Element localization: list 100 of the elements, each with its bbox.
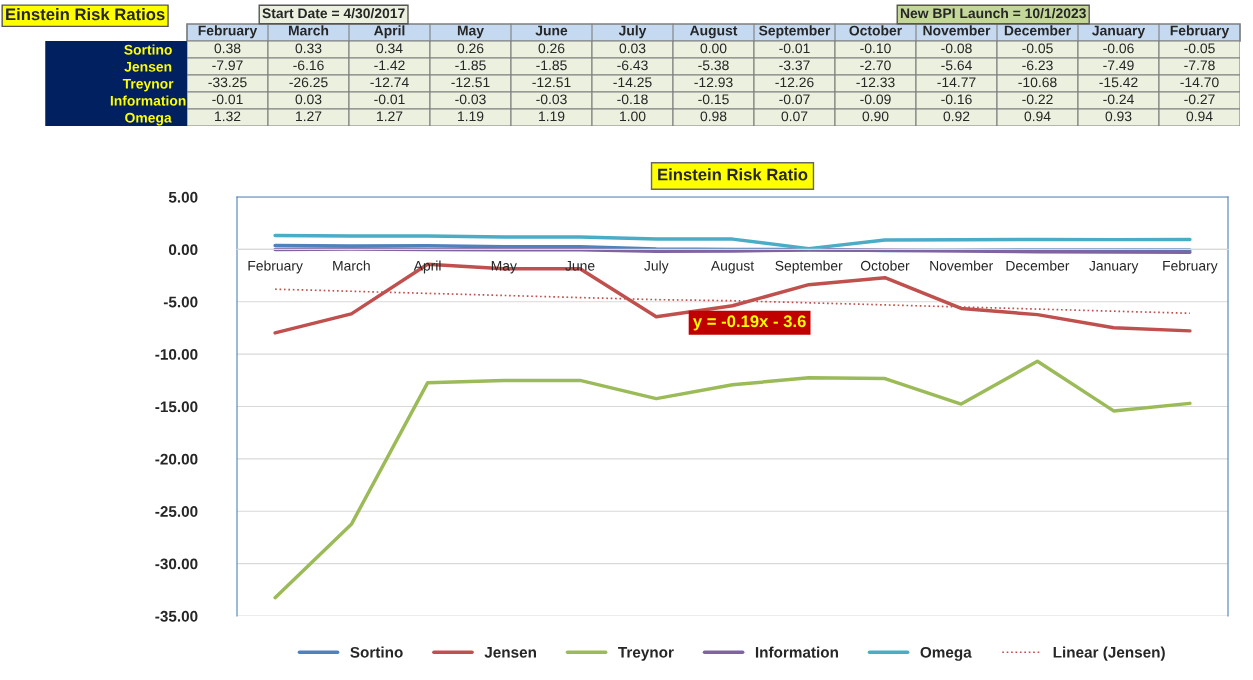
x-tick-label: October [849, 25, 902, 36]
data-label: -0.01 [374, 94, 405, 105]
x-tick-label: August [689, 25, 738, 39]
legend-label: Jensen [484, 647, 536, 658]
data-label: -12.33 [856, 77, 895, 88]
data-label: 0.93 [1105, 111, 1132, 122]
x-tick-label: November [923, 25, 991, 36]
data-label: -3.37 [779, 60, 810, 71]
data-label: -6.43 [617, 60, 648, 71]
data-label: 1.32 [215, 111, 241, 122]
y-tick-label: -30.00 [155, 558, 198, 570]
x-tick-label: August [710, 261, 755, 274]
data-label: -12.51 [451, 77, 490, 88]
x-tick-label: June [535, 25, 568, 36]
y-tick-label: -10.00 [155, 348, 198, 360]
data-label: -0.18 [617, 94, 648, 105]
data-label: -6.16 [293, 60, 324, 71]
data-label: 0.26 [457, 43, 484, 54]
data-label: -15.42 [1099, 77, 1138, 88]
data-label: -12.74 [370, 77, 409, 88]
y-tick-label: Treynor [122, 78, 174, 92]
data-label: 0.34 [376, 43, 403, 54]
y-tick-label: Jensen [124, 61, 172, 72]
x-tick-label: February [1170, 25, 1230, 39]
data-label: -0.16 [941, 94, 972, 105]
data-label: -0.09 [860, 94, 891, 105]
data-label: 0.07 [781, 111, 808, 122]
data-label: -12.26 [775, 77, 814, 88]
y-tick-label: Sortino [124, 44, 172, 55]
data-label: -0.05 [1022, 43, 1053, 54]
data-label: 0.26 [538, 43, 565, 54]
data-label: -0.10 [860, 43, 891, 54]
data-label: -7.49 [1103, 60, 1134, 71]
x-tick-label: April [374, 25, 405, 39]
data-label: -6.23 [1022, 60, 1053, 71]
legend-label: Information [755, 646, 838, 658]
data-label: -0.06 [1103, 43, 1134, 54]
data-label: -0.22 [1022, 94, 1053, 105]
y-tick-label: -35.00 [155, 610, 198, 622]
text: Einstein Risk Ratios [6, 8, 165, 21]
data-label: 0.92 [943, 111, 970, 122]
data-label: 0.33 [295, 43, 322, 54]
y-tick-label: Omega [125, 112, 172, 126]
x-tick-label: September [759, 25, 831, 39]
y-tick-label: -20.00 [155, 453, 198, 465]
data-label: -7.97 [212, 60, 243, 71]
data-label: -5.64 [941, 60, 972, 71]
x-tick-label: July [644, 260, 669, 274]
x-tick-label: February [1163, 260, 1218, 274]
data-label: -0.15 [698, 94, 729, 105]
legend-label: Treynor [618, 647, 674, 661]
data-label: -14.25 [613, 77, 652, 88]
data-label: -0.01 [779, 43, 810, 54]
line-series [273, 233, 1192, 251]
data-label: 0.00 [700, 43, 727, 54]
data-label: -12.51 [532, 77, 571, 88]
y-tick-label: 5.00 [168, 191, 198, 203]
chart-title: Einstein Risk Ratio [658, 168, 808, 181]
data-label: 0.98 [700, 111, 727, 122]
x-tick-label: March [333, 260, 370, 271]
x-tick-label: March [288, 25, 329, 36]
data-label: 1.19 [458, 111, 484, 122]
data-label: -0.27 [1184, 94, 1215, 105]
data-label: 0.03 [295, 94, 322, 105]
data-label: 1.27 [377, 111, 403, 122]
data-label: -0.07 [779, 94, 810, 105]
y-tick-label: -15.00 [155, 401, 198, 413]
data-label: -0.05 [1184, 43, 1215, 54]
data-label: -10.68 [1018, 77, 1057, 88]
y-tick-label: Information [110, 95, 186, 106]
data-label: 0.94 [1024, 111, 1051, 122]
x-tick-label: October [860, 260, 910, 271]
data-label: -1.42 [374, 60, 405, 71]
y-tick-label: -25.00 [155, 506, 198, 517]
text: New BPI Launch = 10/1/2023 [900, 8, 1086, 19]
y-tick-label: 0.00 [168, 244, 198, 256]
data-label: -12.93 [694, 77, 733, 88]
x-tick-label: January [1092, 25, 1146, 39]
data-label: 1.27 [296, 111, 322, 122]
x-tick-label: January [1089, 261, 1139, 274]
data-label: -0.03 [536, 94, 567, 105]
data-label: -0.24 [1103, 94, 1134, 105]
x-tick-label: November [930, 260, 993, 271]
legend-label: Sortino [350, 646, 403, 658]
data-label: -0.08 [941, 43, 972, 54]
annotation: y = -0.19x - 3.6 [692, 315, 806, 331]
x-tick-label: February [248, 260, 303, 274]
data-label: -5.38 [698, 60, 729, 71]
data-label: 0.38 [214, 43, 241, 54]
x-tick-label: February [198, 25, 258, 39]
data-label: -1.85 [536, 60, 567, 71]
data-label: -14.77 [937, 77, 976, 88]
y-tick-label: -5.00 [163, 296, 198, 308]
x-tick-label: December [1004, 25, 1071, 36]
data-label: 1.19 [539, 111, 565, 122]
data-label: -14.70 [1180, 77, 1219, 88]
data-label: -0.01 [212, 94, 243, 105]
text: Start Date = 4/30/2017 [262, 8, 405, 19]
data-label: -26.25 [289, 77, 328, 88]
data-label: -0.03 [455, 94, 486, 105]
